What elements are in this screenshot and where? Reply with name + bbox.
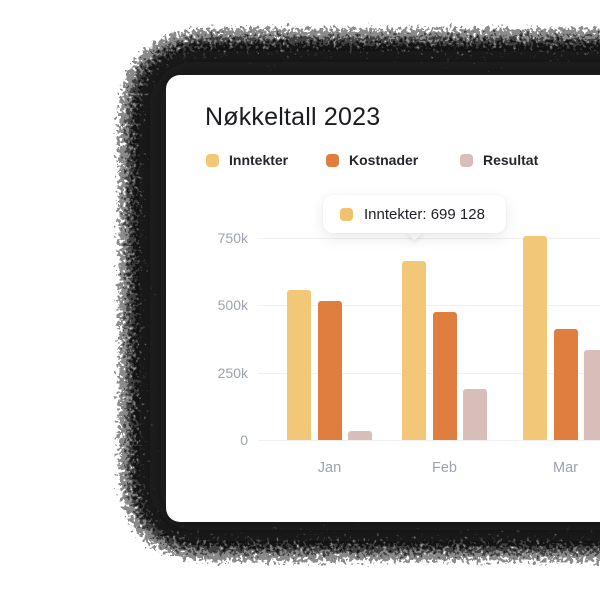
legend-label: Inntekter [229, 152, 289, 168]
legend-swatch-icon [326, 153, 339, 167]
bar-resultat-jan[interactable] [348, 431, 372, 440]
bar-chart: 0 250k 500k 750k Jan Feb Mar [166, 75, 600, 522]
bar-kostnader-jan[interactable] [317, 301, 342, 440]
gridline-500k [258, 305, 600, 307]
legend-label: Resultat [483, 152, 539, 168]
y-axis-tick-label: 750k [217, 229, 248, 246]
y-axis-tick-label: 0 [240, 432, 248, 448]
bar-inntekter-feb[interactable] [402, 260, 426, 440]
x-axis-label-jan: Jan [317, 460, 342, 476]
bar-resultat-feb[interactable] [463, 388, 487, 440]
card-title: Nøkkeltall 2023 [205, 103, 381, 131]
legend-item-kostnader[interactable]: Kostnader [326, 152, 418, 168]
y-axis-tick-label: 250k [217, 364, 248, 381]
x-axis-label-mar: Mar [553, 460, 578, 476]
bar-kostnader-mar[interactable] [553, 329, 578, 440]
chart-tooltip: Inntekter: 699 128 [323, 195, 506, 241]
legend-item-resultat[interactable]: Resultat [460, 152, 538, 168]
legend-swatch-icon [460, 153, 473, 167]
legend-item-inntekter[interactable]: Inntekter [206, 152, 288, 168]
bar-inntekter-jan[interactable] [287, 290, 311, 440]
tooltip-label: Inntekter: 699 128 [364, 205, 485, 223]
bar-inntekter-mar[interactable] [523, 236, 547, 440]
legend-swatch-icon [206, 153, 219, 167]
gridline-0 [258, 440, 600, 441]
gridline-750k [258, 237, 600, 239]
bar-kostnader-feb[interactable] [432, 311, 457, 440]
bar-resultat-mar[interactable] [584, 350, 600, 440]
legend-label: Kostnader [349, 152, 419, 168]
tooltip-body: Inntekter: 699 128 [323, 195, 506, 233]
y-axis-tick-label: 500k [217, 297, 248, 314]
chart-card: Nøkkeltall 2023 Inntekter Kostnader Result… [166, 75, 600, 522]
tooltip-swatch-icon [340, 207, 353, 221]
gridline-250k [258, 372, 600, 374]
chart-legend: Inntekter Kostnader Resultat [166, 152, 600, 168]
x-axis-label-feb: Feb [432, 460, 457, 476]
